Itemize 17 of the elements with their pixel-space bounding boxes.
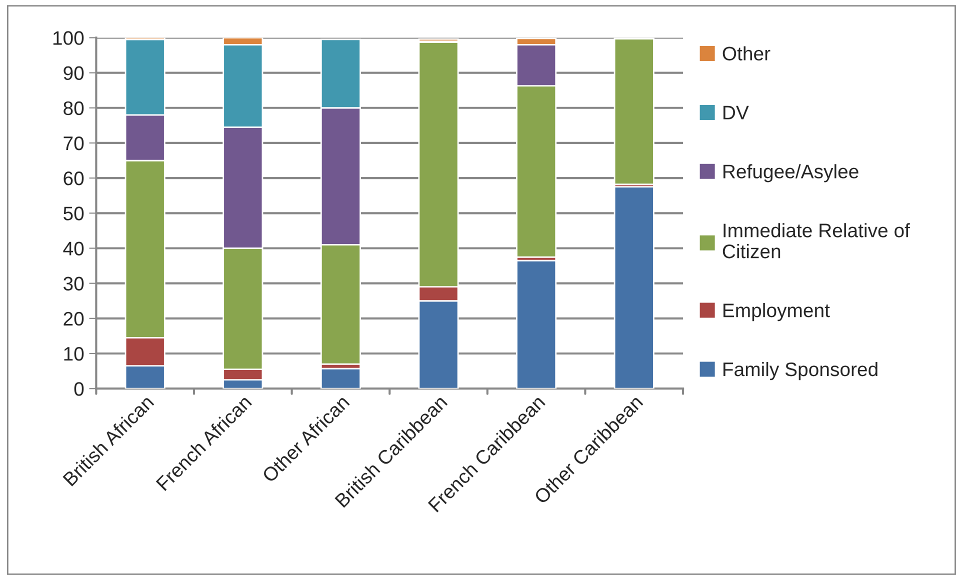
legend-label: DV (724, 106, 749, 120)
y-tick-label: 40 (63, 242, 84, 256)
y-tick-label: 0 (74, 382, 84, 396)
legend-label: Employment (724, 303, 830, 322)
y-tick-label: 10 (64, 346, 84, 361)
y-tick-label: 90 (64, 66, 84, 80)
y-tick-label: 100 (53, 31, 84, 45)
y-tick-label: 70 (64, 136, 84, 150)
legend-label: Refugee/Asylee (724, 164, 858, 182)
legend-label: Other (722, 46, 770, 60)
y-tick-label: 30 (64, 276, 84, 291)
y-tick-label: 50 (64, 206, 84, 220)
legend-label: Immediate Relative of Citizen (722, 223, 910, 258)
y-tick-label: 80 (64, 101, 84, 116)
legend-label: Family Sponsored (724, 362, 878, 380)
y-tick-label: 60 (64, 172, 84, 186)
y-tick-label: 20 (64, 312, 84, 326)
